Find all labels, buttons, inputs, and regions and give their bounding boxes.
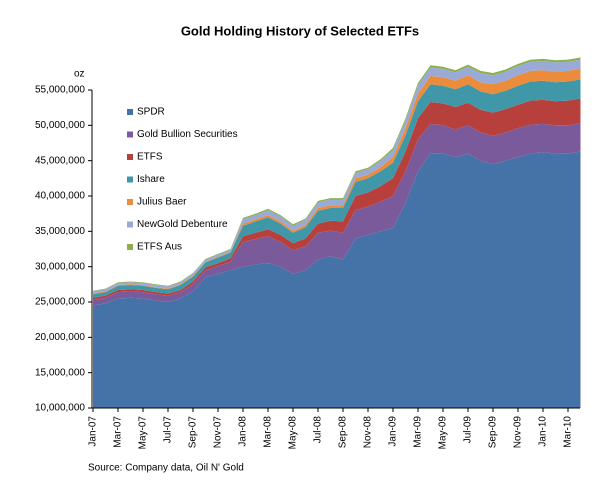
source-note: Source: Company data, Oil N' Gold xyxy=(88,463,244,474)
area xyxy=(93,98,581,300)
legend-label: ETFS Aus xyxy=(137,242,182,253)
legend-label: Gold Bullion Securities xyxy=(137,129,238,140)
x-tick-label: Nov-07 xyxy=(213,416,224,449)
x-tick-label: Nov-08 xyxy=(363,416,374,449)
legend-swatch xyxy=(127,131,133,138)
y-tick-label: 40,000,000 xyxy=(35,191,85,202)
legend-label: Julius Baer xyxy=(137,197,187,208)
legend-label: SPDR xyxy=(137,107,165,118)
x-tick-label: May-08 xyxy=(288,416,299,450)
x-tick-label: Sep-08 xyxy=(338,416,349,449)
legend-swatch xyxy=(127,109,133,115)
x-tick-label: May-07 xyxy=(138,416,149,450)
legend-label: NewGold Debenture xyxy=(137,219,228,230)
y-tick-label: 20,000,000 xyxy=(35,332,85,343)
y-tick-label: 30,000,000 xyxy=(35,261,85,272)
legend-swatch xyxy=(127,176,133,183)
y-tick-label: 10,000,000 xyxy=(35,403,85,414)
legend-swatch xyxy=(127,244,133,250)
x-tick-label: Jul-08 xyxy=(313,416,324,444)
chart-title: Gold Holding History of Selected ETFs xyxy=(181,23,419,38)
x-tick-label: Jul-07 xyxy=(163,416,174,444)
y-tick-label: 15,000,000 xyxy=(35,367,85,378)
x-tick-label: May-09 xyxy=(438,416,449,450)
x-tick-label: Jan-07 xyxy=(88,416,99,447)
area xyxy=(93,151,581,408)
x-tick-label: Jan-08 xyxy=(238,416,249,447)
x-tick-label: Sep-07 xyxy=(188,416,199,449)
x-tick-label: Mar-10 xyxy=(563,416,574,448)
y-tick-label: 55,000,000 xyxy=(35,85,85,96)
x-tick-label: Jan-10 xyxy=(538,416,549,447)
x-tick-label: Nov-09 xyxy=(513,416,524,449)
y-tick-label: 25,000,000 xyxy=(35,297,85,308)
y-unit: oz xyxy=(74,69,85,80)
x-tick-label: Jan-09 xyxy=(388,416,399,447)
area xyxy=(93,123,581,306)
y-tick-label: 35,000,000 xyxy=(35,226,85,237)
legend-swatch xyxy=(127,154,133,160)
x-tick-label: Mar-07 xyxy=(113,416,124,448)
x-tick-label: Mar-08 xyxy=(263,416,274,448)
y-tick-label: 45,000,000 xyxy=(35,155,85,166)
legend-swatch xyxy=(127,199,133,205)
legend-swatch xyxy=(127,221,133,228)
x-tick-label: Sep-09 xyxy=(488,416,499,449)
x-tick-label: Jul-09 xyxy=(463,416,474,444)
legend-label: ETFS xyxy=(137,152,163,163)
legend-label: Ishare xyxy=(137,174,165,185)
y-tick-label: 50,000,000 xyxy=(35,120,85,131)
x-tick-label: Mar-09 xyxy=(413,416,424,448)
